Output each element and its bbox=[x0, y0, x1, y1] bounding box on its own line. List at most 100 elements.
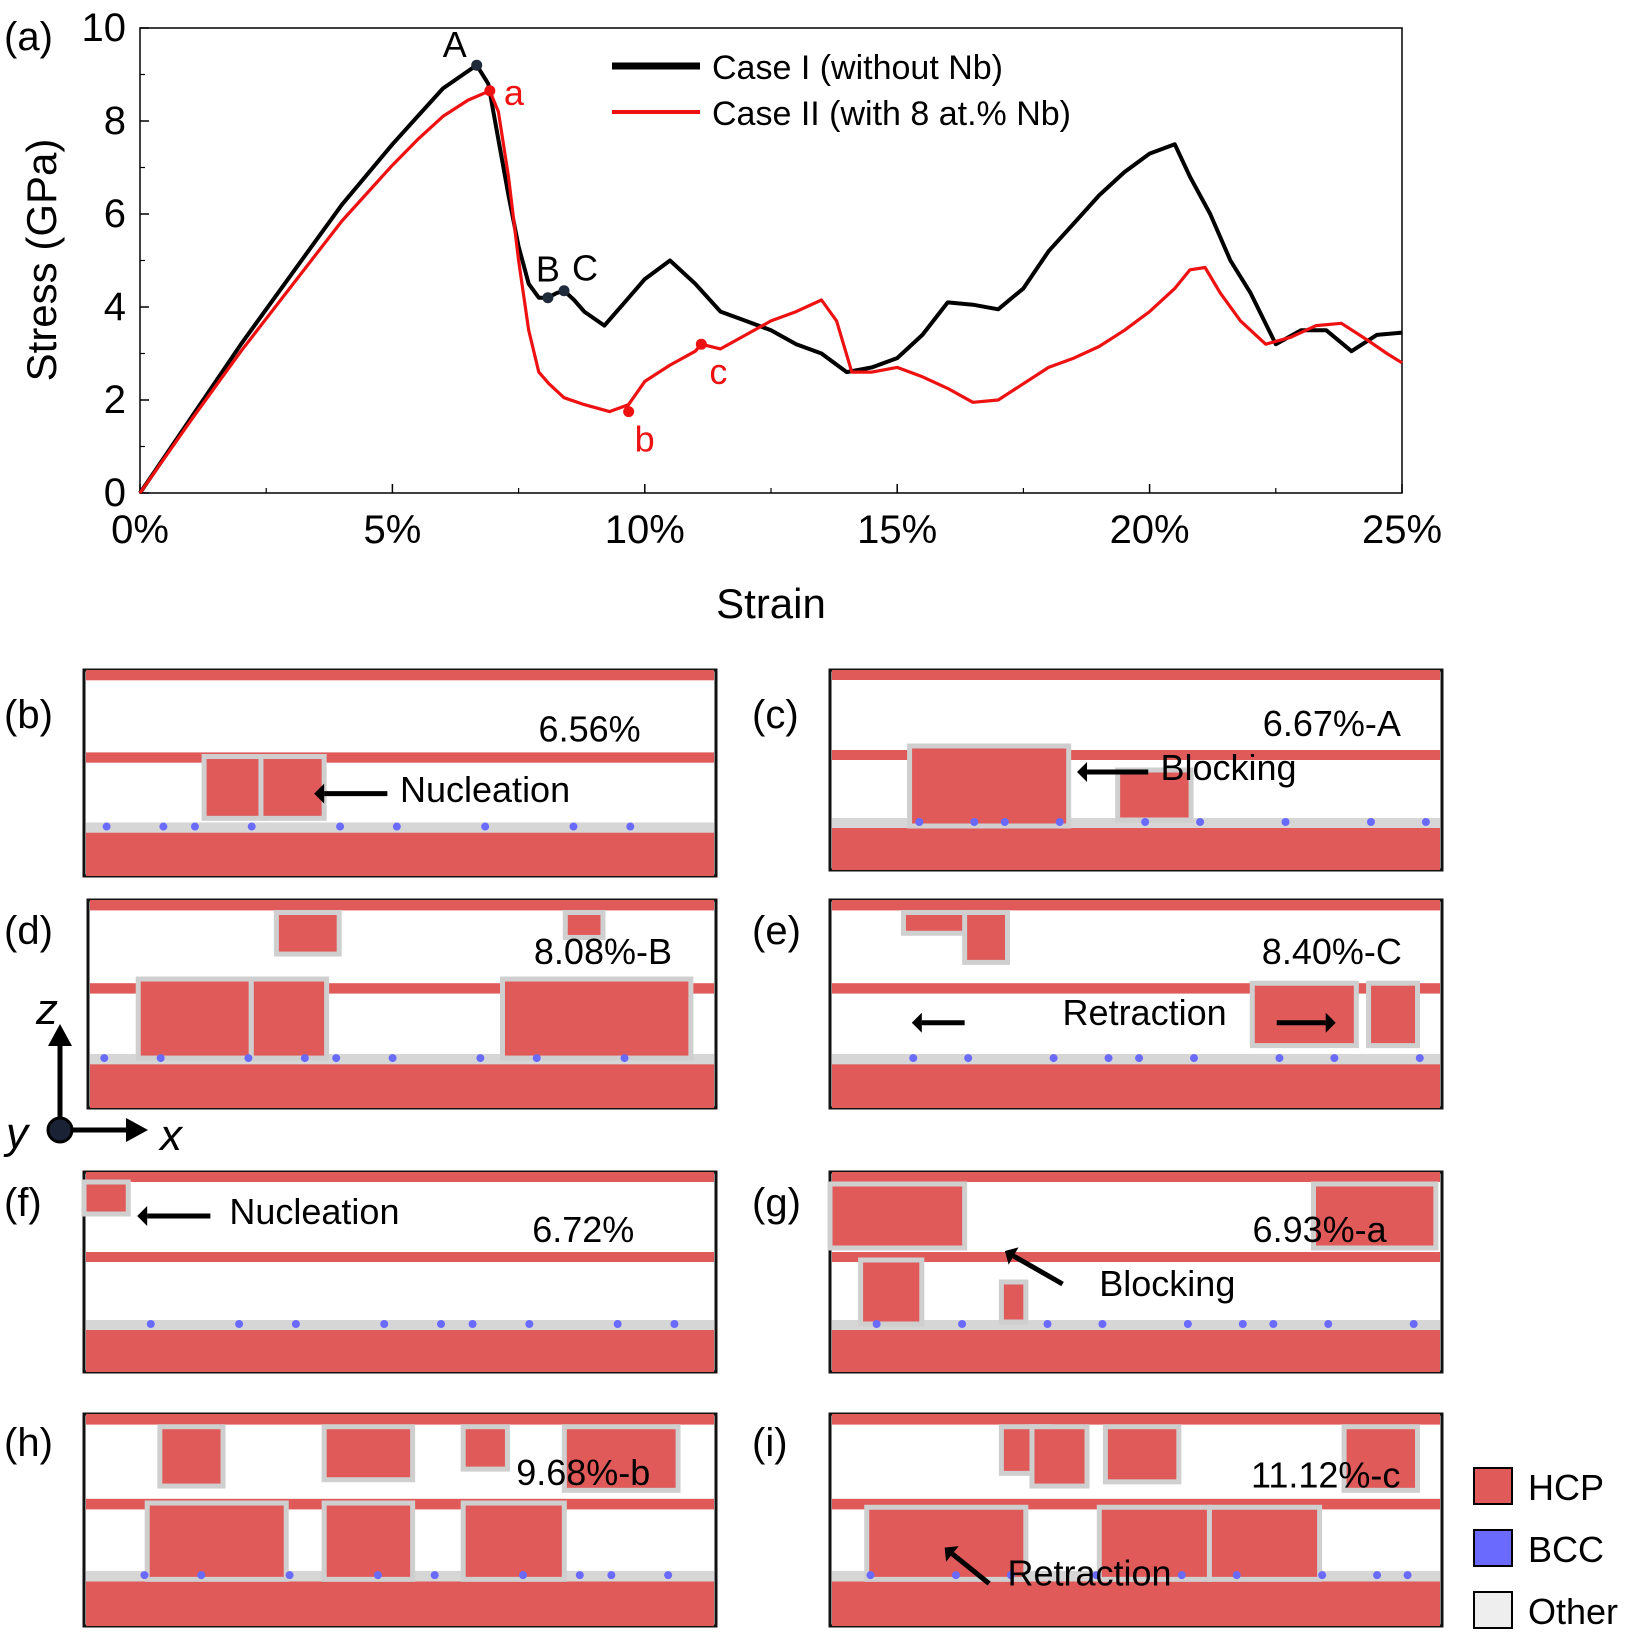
annotation-arrow bbox=[1012, 1253, 1064, 1287]
arrowhead-icon bbox=[1004, 1247, 1019, 1265]
bcc-atom bbox=[1330, 1054, 1339, 1063]
arrowhead-icon bbox=[1325, 1012, 1336, 1033]
x-axis-ticks: 0% 5% 10% 15% 20% 25% bbox=[111, 484, 1442, 552]
hcp-layer bbox=[832, 826, 1440, 870]
x-tick-label: 5% bbox=[363, 508, 421, 552]
hcp-layer bbox=[86, 830, 714, 876]
point-label-a: a bbox=[504, 72, 525, 113]
hcp-grain bbox=[1206, 1504, 1323, 1582]
x-arrowhead-icon bbox=[126, 1118, 148, 1142]
marked-point-c bbox=[695, 338, 707, 350]
hcp-grain bbox=[157, 1424, 226, 1489]
strain-label: 9.68%-b bbox=[516, 1452, 650, 1493]
hcp-grain bbox=[273, 909, 342, 957]
series-line-2 bbox=[138, 89, 1403, 494]
bcc-atom bbox=[140, 1571, 149, 1580]
snapshot-panel-h: (h) 9.68%-b bbox=[4, 1412, 718, 1628]
legend-label-bcc: BCC bbox=[1528, 1529, 1604, 1570]
bcc-atom bbox=[964, 1054, 973, 1063]
point-label-B: B bbox=[536, 249, 560, 290]
bcc-atom bbox=[866, 1571, 875, 1580]
hcp-grain bbox=[258, 754, 327, 821]
hcp-grain bbox=[144, 1500, 289, 1582]
hcp-grain bbox=[827, 1181, 968, 1251]
bcc-atom bbox=[1141, 818, 1150, 826]
bcc-atom bbox=[1415, 1054, 1424, 1063]
hcp-grain bbox=[907, 743, 1072, 829]
marked-point-b bbox=[623, 406, 635, 418]
bcc-atom bbox=[909, 1054, 918, 1063]
bcc-atom bbox=[156, 1054, 165, 1063]
hcp-grain bbox=[1096, 1504, 1212, 1582]
bcc-atom bbox=[569, 822, 578, 831]
bcc-atom bbox=[970, 818, 979, 826]
phase-legend: HCP BCC Other bbox=[1473, 1467, 1618, 1632]
marked-point-C bbox=[558, 285, 570, 297]
annotation-arrow bbox=[950, 1551, 991, 1586]
bcc-atom bbox=[197, 1571, 206, 1580]
bcc-atom bbox=[285, 1571, 294, 1580]
hcp-grain bbox=[1249, 980, 1359, 1049]
panel-label-g: (g) bbox=[752, 1181, 801, 1225]
bcc-atom bbox=[336, 822, 345, 831]
hcp-grain bbox=[499, 976, 694, 1061]
hcp-layer bbox=[832, 1252, 1440, 1262]
hcp-layer bbox=[86, 1414, 714, 1425]
hcp-layer bbox=[832, 983, 1440, 994]
annotation-retraction: Retraction bbox=[1063, 992, 1227, 1033]
hcp-layer bbox=[832, 1498, 1440, 1510]
bcc-atom bbox=[1104, 1054, 1113, 1063]
hcp-layer bbox=[832, 1328, 1440, 1372]
annotation-nucleation: Nucleation bbox=[400, 769, 570, 810]
annotation-blocking: Blocking bbox=[1099, 1263, 1235, 1304]
point-label-c: c bbox=[709, 351, 727, 392]
bcc-atom bbox=[1055, 818, 1064, 826]
hcp-grain bbox=[201, 754, 270, 821]
bcc-atom bbox=[1409, 1320, 1418, 1328]
legend-label-case-2: Case II (with 8 at.% Nb) bbox=[712, 95, 1071, 133]
bcc-atom bbox=[102, 822, 111, 831]
point-label-A: A bbox=[443, 24, 467, 65]
bcc-atom bbox=[607, 1571, 616, 1580]
bcc-atom bbox=[481, 822, 490, 831]
hcp-grain bbox=[321, 1424, 416, 1483]
hcp-layer bbox=[86, 752, 714, 763]
bcc-atom bbox=[235, 1320, 244, 1328]
point-label-C: C bbox=[572, 248, 598, 289]
points-layer: A B Ca b c bbox=[443, 24, 728, 459]
panel-label-h: (h) bbox=[4, 1421, 53, 1465]
bcc-atom bbox=[1177, 1571, 1186, 1580]
x-tick-label: 0% bbox=[111, 508, 169, 552]
chart-panel-a: (a) 0% 5% 10% 15% 20% 25% 0 2 4 6 8 10 A B Ca b c Stra… bbox=[4, 6, 1442, 627]
hcp-layer bbox=[832, 750, 1440, 760]
bcc-atom bbox=[1373, 1571, 1382, 1580]
hcp-layer bbox=[832, 1579, 1440, 1626]
snapshot-panel-g: (g) 6.93%-a Blocking bbox=[752, 1170, 1444, 1374]
hcp-layer bbox=[86, 1252, 714, 1262]
y-axis-title: Stress (GPa) bbox=[18, 139, 65, 382]
hcp-grain bbox=[858, 1257, 925, 1327]
snapshot-panel-e: (e) 8.40%-C Retraction bbox=[752, 898, 1444, 1110]
bcc-atom bbox=[332, 1054, 341, 1063]
y-tick-label: 8 bbox=[104, 99, 126, 143]
arrowhead-icon bbox=[911, 1012, 922, 1033]
marked-point-B bbox=[542, 292, 554, 304]
hcp-grain bbox=[1102, 1424, 1182, 1485]
snapshot-panel-b: (b) 6.56% Nucleation bbox=[4, 668, 718, 878]
bcc-atom bbox=[951, 1571, 960, 1580]
bcc-atom bbox=[388, 1054, 397, 1063]
panel-label-e: (e) bbox=[752, 909, 801, 953]
bcc-atom bbox=[392, 822, 401, 831]
bcc-atom bbox=[1324, 1320, 1333, 1328]
hcp-grain bbox=[561, 1424, 681, 1493]
hcp-grain bbox=[962, 909, 1010, 965]
x-axis-title: Strain bbox=[716, 580, 826, 627]
bcc-atom bbox=[380, 1320, 389, 1328]
arrowhead-icon bbox=[314, 783, 325, 804]
bcc-atom bbox=[575, 1571, 584, 1580]
x-tick-label: 20% bbox=[1110, 508, 1190, 552]
bcc-atom bbox=[430, 1571, 439, 1580]
